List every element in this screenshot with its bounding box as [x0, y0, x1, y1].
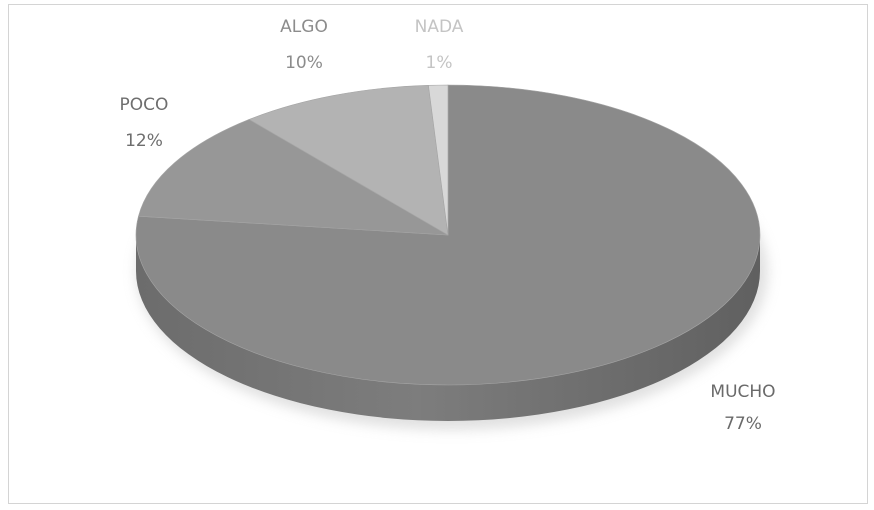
pie-slice-algo: [248, 84, 449, 236]
pie-labels: MUCHO 77% POCO 12% ALGO 10% NADA 1%: [120, 17, 776, 434]
slice-value-algo: 10%: [285, 53, 323, 73]
slice-value-nada: 1%: [426, 53, 453, 73]
pie-slice-nada: [428, 84, 449, 236]
slice-label-algo: ALGO: [280, 17, 328, 37]
pie-side: [136, 235, 760, 421]
pie-slice-mucho: [135, 84, 761, 386]
pie-side-wall: [136, 235, 760, 421]
slice-value-mucho: 77%: [724, 414, 762, 434]
slice-label-mucho: MUCHO: [710, 382, 775, 402]
slice-label-nada: NADA: [415, 17, 464, 37]
pie-slice-poco: [138, 119, 449, 236]
slice-value-poco: 12%: [125, 131, 163, 151]
slice-label-poco: POCO: [120, 95, 169, 115]
pie-top: [135, 84, 761, 386]
